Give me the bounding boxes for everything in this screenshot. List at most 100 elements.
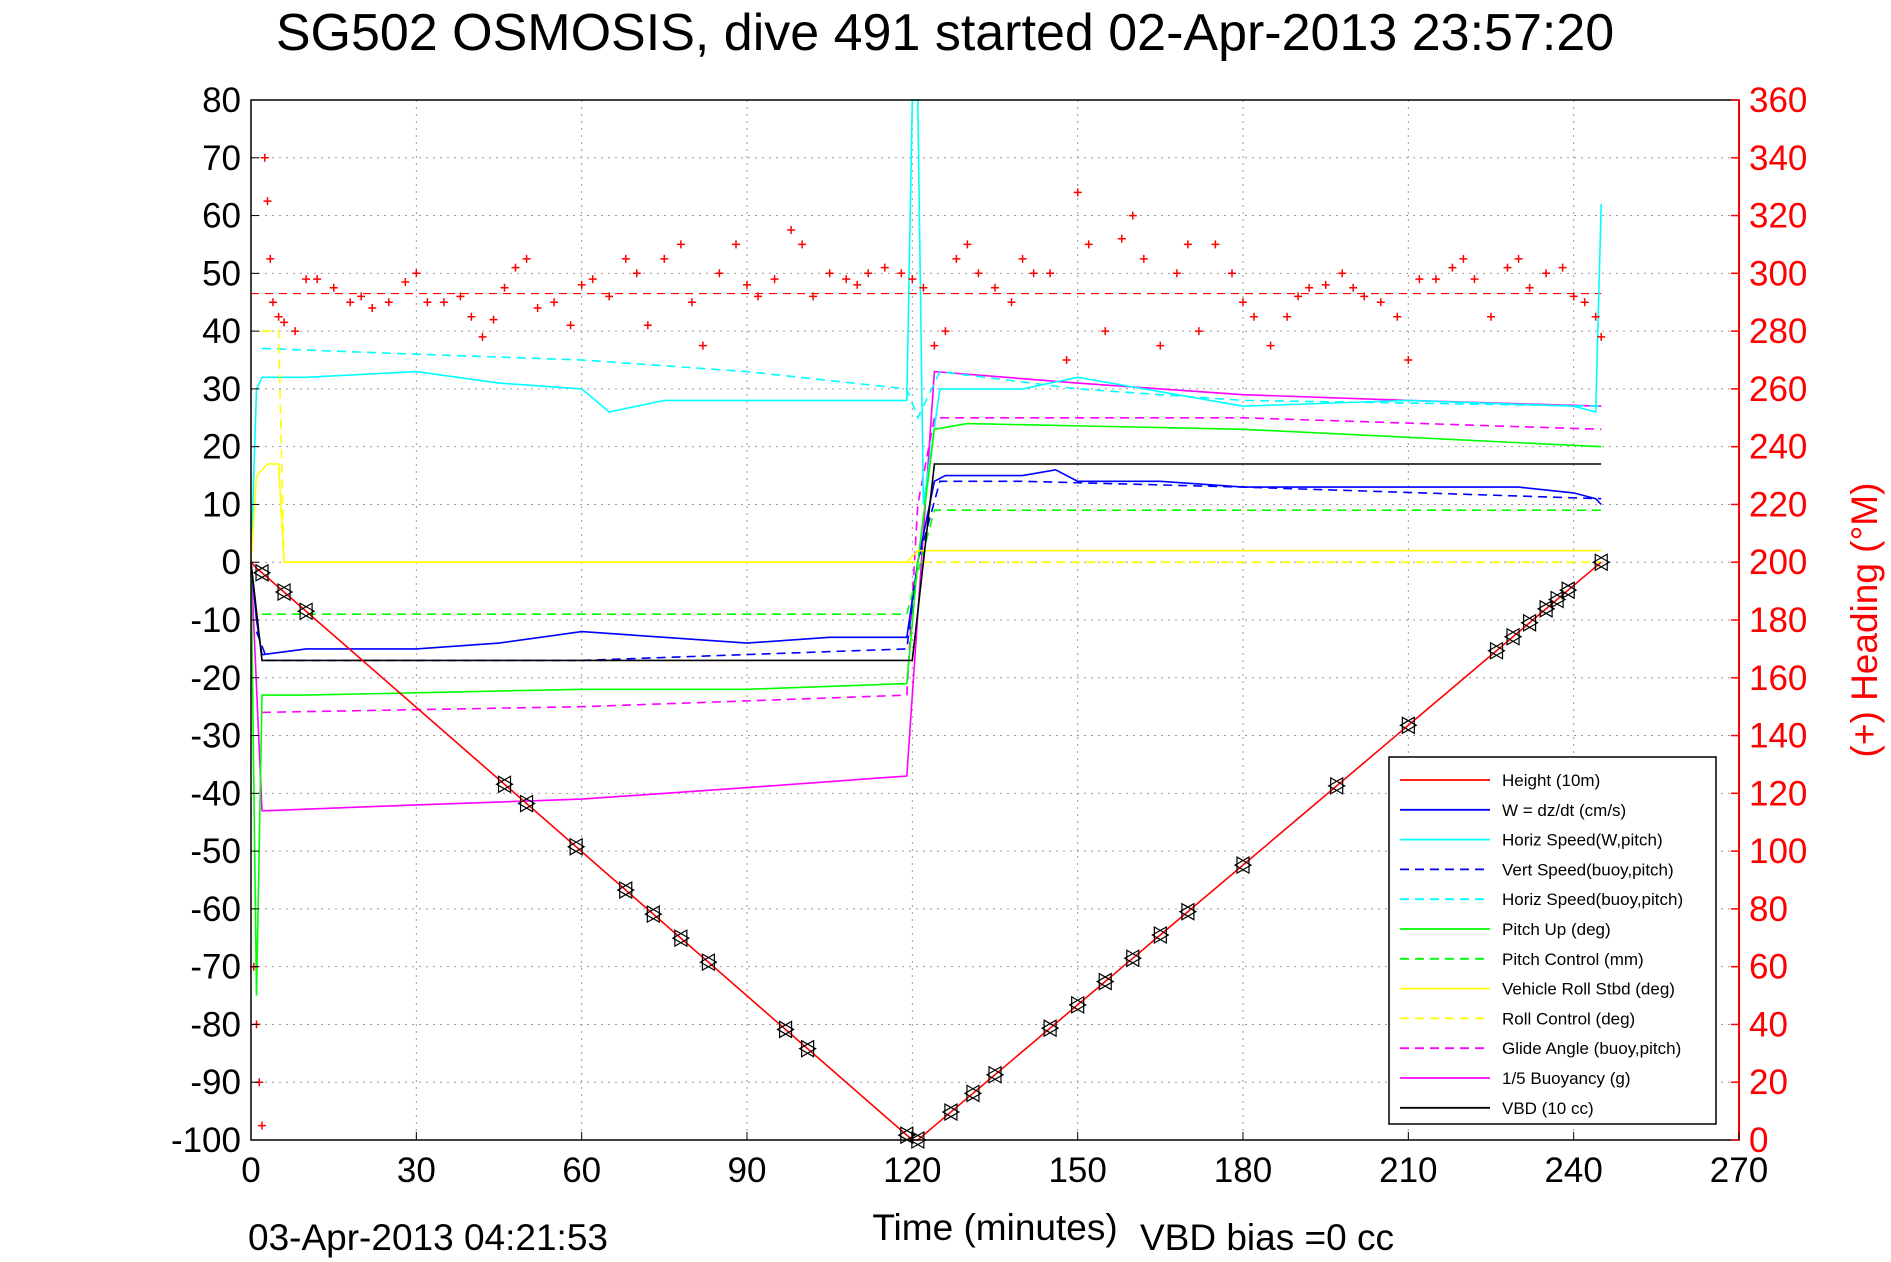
height-marker [1123,949,1140,968]
y2-tick-label: 40 [1749,1005,1788,1044]
height-markers [252,553,1611,1150]
height-marker [497,775,514,794]
y-tick-label: 70 [202,139,241,178]
height-marker [1536,599,1553,618]
y2-tick-label: 180 [1749,601,1807,640]
y-tick-label: 0 [222,543,241,582]
height-marker [1181,902,1198,921]
y2-tick-label: 120 [1749,774,1807,813]
y-tick-label: 20 [202,428,241,467]
height-marker [1399,716,1415,735]
y2-tick-label: 260 [1749,370,1807,409]
height-marker [517,794,534,813]
series-layer [250,99,1602,1141]
height-marker [252,563,269,582]
height-marker [1151,925,1167,945]
y-tick-label: 60 [202,197,241,236]
y2-tick-label: 300 [1749,254,1807,293]
y2-tick-label: 140 [1749,717,1807,756]
y-tick-label: -70 [190,948,241,987]
height-marker [1547,590,1564,609]
height-marker [1098,972,1115,991]
height-marker [619,881,635,900]
height-marker [1236,856,1253,875]
height-marker [1520,613,1537,632]
height-marker [798,1039,815,1058]
legend: Height (10m) W = dz/dt (cm/s) Horiz Speed(… [1388,756,1717,1125]
legend-label: Horiz Speed(W,pitch) [1502,831,1663,850]
height-marker [966,1084,983,1103]
height-marker [1043,1019,1060,1038]
y2-tick-label: 60 [1749,948,1788,987]
height-marker [644,905,660,924]
height-marker [701,953,718,972]
y-tick-label: -100 [171,1121,241,1160]
height-marker [1178,902,1195,921]
height-marker [900,1126,917,1145]
y2-tick-label: 360 [1749,81,1807,120]
x-tick-label: 30 [397,1151,436,1190]
series-line-10 [250,370,1602,812]
legend-label: Vehicle Roll Stbd (deg) [1502,980,1675,999]
height-marker [1126,949,1142,968]
legend-label: Vert Speed(buoy,pitch) [1502,860,1674,879]
y-tick-label: -50 [190,832,241,871]
height-marker [778,1020,795,1039]
x-tick-label: 120 [883,1151,941,1190]
x-tick-label: 180 [1214,1151,1272,1190]
y2-tick-label: 200 [1749,543,1807,582]
legend-entries: Height (10m) W = dz/dt (cm/s) Horiz Speed(… [1400,771,1683,1118]
height-marker [1096,972,1112,991]
x-tick-label: 210 [1379,1151,1437,1190]
height-marker [646,905,663,924]
x-tick-label: 150 [1048,1151,1106,1190]
height-marker [299,602,316,621]
height-marker [1401,716,1418,735]
height-marker [296,602,313,621]
series-line-8 [262,330,1602,564]
series-line-1 [250,468,1602,656]
y-tick-label: 30 [202,370,241,409]
footer-timestamp: 03-Apr-2013 04:21:53 [248,1217,608,1258]
height-marker [616,881,633,900]
height-marker [1550,590,1567,609]
x-tick-label: 90 [728,1151,767,1190]
legend-label: Glide Angle (buoy,pitch) [1502,1039,1681,1058]
x-tick-label: 60 [562,1151,601,1190]
height-marker [1327,776,1344,795]
height-marker [566,837,583,856]
y2-tick-label: 160 [1749,659,1807,698]
height-marker [495,775,512,794]
height-marker [1503,627,1520,646]
y2-tick-label: 320 [1749,197,1807,236]
x-tick-label: 240 [1544,1151,1602,1190]
series-line-11 [250,463,1602,662]
height-marker [674,929,691,948]
legend-label: VBD (10 cc) [1502,1099,1594,1118]
x-tick-label: 270 [1710,1151,1768,1190]
height-marker [1506,627,1523,646]
legend-label: Pitch Up (deg) [1502,920,1611,939]
y2-tick-label: 20 [1749,1063,1788,1102]
x-tick-label: 0 [241,1151,260,1190]
series-line-4 [261,347,1602,420]
height-marker [985,1065,1002,1084]
y-tick-label: 80 [202,81,241,120]
height-marker [776,1020,793,1039]
height-marker [1153,925,1170,945]
y2-tick-label: 80 [1749,890,1788,929]
legend-label: Horiz Speed(buoy,pitch) [1502,890,1683,909]
height-marker [988,1065,1005,1084]
height-marker [941,1103,958,1122]
height-marker [1233,856,1250,875]
y-tick-label: -20 [190,659,241,698]
x-axis-label: Time (minutes) [872,1207,1117,1248]
height-marker [1068,995,1085,1014]
legend-label: W = dz/dt (cm/s) [1502,801,1626,820]
legend-label: Height (10m) [1502,771,1600,790]
height-marker [1561,581,1578,600]
vbd-bias-label: VBD bias =0 cc [1140,1217,1394,1258]
y2-tick-label: 240 [1749,428,1807,467]
y-tick-label: 10 [202,485,241,524]
